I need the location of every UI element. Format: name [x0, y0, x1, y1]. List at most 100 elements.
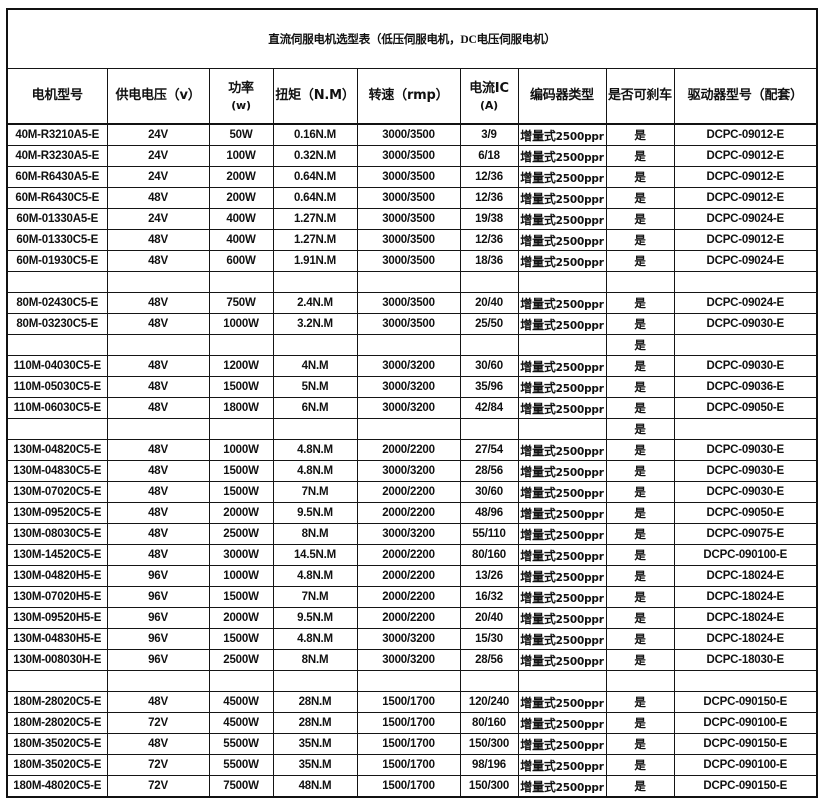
encoder-resolution-label: 2500ppr [555, 298, 604, 311]
encoder-type-label: 增量式 [520, 548, 556, 563]
cell-brake: 是 [605, 544, 675, 566]
cell-torque: 0.64N.M [272, 187, 358, 209]
cell-brake: 是 [605, 565, 675, 587]
table-row: 180M-35020C5-E 72V 5500W 35N.M 1500/1700 98/1… [6, 754, 818, 776]
column-header-driver: 驱动器型号（配套） [673, 68, 818, 125]
encoder-type-label: 增量式 [520, 611, 556, 626]
cell-speed: 3000/3500 [356, 292, 461, 314]
cell-driver: DCPC-09050-E [673, 397, 818, 419]
cell-power: 4500W [208, 712, 274, 734]
cell-encoder: 增量式2500ppr [517, 292, 607, 314]
cell-power: 1500W [208, 460, 274, 482]
cell-model: 40M-R3210A5-E [6, 123, 108, 146]
table-row: 130M-04830H5-E 96V 1500W 4.8N.M 3000/3200 15/… [6, 628, 818, 650]
cell-speed: 3000/3500 [356, 187, 461, 209]
cell-model [6, 271, 108, 293]
cell-driver: DCPC-09012-E [673, 187, 818, 209]
cell-brake: 是 [605, 481, 675, 503]
cell-model: 180M-48020C5-E [6, 775, 108, 798]
cell-driver: DCPC-09012-E [673, 145, 818, 167]
encoder-resolution-label: 2500ppr [555, 193, 604, 206]
cell-torque [272, 418, 358, 440]
cell-encoder [517, 334, 607, 356]
cell-model: 110M-06030C5-E [6, 397, 108, 419]
cell-brake: 是 [605, 628, 675, 650]
cell-brake: 是 [605, 355, 675, 377]
cell-driver [673, 271, 818, 293]
column-header-unit: (A) [480, 98, 498, 112]
cell-speed: 3000/3500 [356, 145, 461, 167]
encoder-resolution-label: 2500ppr [555, 634, 604, 647]
encoder-resolution-label: 2500ppr [555, 256, 604, 269]
encoder-type-label: 增量式 [520, 758, 556, 773]
cell-current: 42/84 [459, 397, 519, 419]
cell-speed: 3000/3200 [356, 355, 461, 377]
cell-current: 55/110 [459, 523, 519, 545]
cell-voltage: 48V [106, 523, 210, 545]
column-header-torque: 扭矩（N.M） [272, 68, 358, 125]
cell-brake: 是 [605, 418, 675, 440]
cell-speed [356, 670, 461, 692]
cell-driver: DCPC-09030-E [673, 439, 818, 461]
cell-power: 5500W [208, 733, 274, 755]
cell-driver: DCPC-090100-E [673, 712, 818, 734]
cell-voltage: 96V [106, 565, 210, 587]
encoder-type-label: 增量式 [520, 296, 556, 311]
encoder-type-label: 增量式 [520, 779, 556, 794]
table-spacer-row [6, 670, 818, 692]
cell-speed: 3000/3500 [356, 208, 461, 230]
cell-encoder: 增量式2500ppr [517, 313, 607, 335]
table-body: 直流伺服电机选型表（低压伺服电机，DC电压伺服电机） 电机型号 供电电压（v） 功率… [6, 8, 818, 798]
cell-torque: 28N.M [272, 691, 358, 713]
cell-driver: DCPC-09030-E [673, 481, 818, 503]
cell-voltage: 48V [106, 355, 210, 377]
cell-speed: 3000/3500 [356, 250, 461, 272]
cell-current: 3/9 [459, 123, 519, 146]
cell-model: 80M-03230C5-E [6, 313, 108, 335]
cell-voltage: 48V [106, 733, 210, 755]
encoder-type-label: 增量式 [520, 380, 556, 395]
cell-model: 130M-09520C5-E [6, 502, 108, 524]
cell-brake: 是 [605, 754, 675, 776]
encoder-resolution-label: 2500ppr [555, 466, 604, 479]
cell-torque: 6N.M [272, 397, 358, 419]
table-row: 60M-R6430C5-E 48V 200W 0.64N.M 3000/3500 12/3… [6, 187, 818, 209]
encoder-type-label: 增量式 [520, 191, 556, 206]
cell-speed: 3000/3500 [356, 313, 461, 335]
cell-current [459, 334, 519, 356]
cell-power: 5500W [208, 754, 274, 776]
cell-power: 200W [208, 166, 274, 188]
cell-model: 60M-R6430A5-E [6, 166, 108, 188]
table-row: 130M-09520C5-E 48V 2000W 9.5N.M 2000/2200 48/… [6, 502, 818, 524]
cell-model: 110M-04030C5-E [6, 355, 108, 377]
cell-power: 7500W [208, 775, 274, 798]
cell-speed: 2000/2200 [356, 502, 461, 524]
encoder-type-label: 增量式 [520, 569, 556, 584]
cell-encoder: 增量式2500ppr [517, 565, 607, 587]
cell-power [208, 670, 274, 692]
cell-encoder: 增量式2500ppr [517, 460, 607, 482]
table-row: 180M-28020C5-E 48V 4500W 28N.M 1500/1700 120/… [6, 691, 818, 713]
cell-current: 25/50 [459, 313, 519, 335]
cell-encoder: 增量式2500ppr [517, 691, 607, 713]
cell-brake [605, 670, 675, 692]
cell-current: 27/54 [459, 439, 519, 461]
cell-torque: 28N.M [272, 712, 358, 734]
cell-driver: DCPC-18030-E [673, 649, 818, 671]
cell-power: 1000W [208, 439, 274, 461]
cell-brake [605, 271, 675, 293]
cell-speed: 3000/3200 [356, 628, 461, 650]
cell-driver: DCPC-090150-E [673, 775, 818, 798]
cell-current: 19/38 [459, 208, 519, 230]
encoder-type-label: 增量式 [520, 317, 556, 332]
table-row: 130M-008030H-E 96V 2500W 8N.M 3000/3200 28/56… [6, 649, 818, 671]
cell-driver: DCPC-09036-E [673, 376, 818, 398]
cell-torque: 4.8N.M [272, 628, 358, 650]
cell-encoder: 增量式2500ppr [517, 187, 607, 209]
cell-current: 120/240 [459, 691, 519, 713]
cell-driver: DCPC-09012-E [673, 229, 818, 251]
cell-encoder: 增量式2500ppr [517, 712, 607, 734]
table-spacer-row: 是 [6, 334, 818, 356]
cell-power [208, 418, 274, 440]
cell-brake: 是 [605, 166, 675, 188]
